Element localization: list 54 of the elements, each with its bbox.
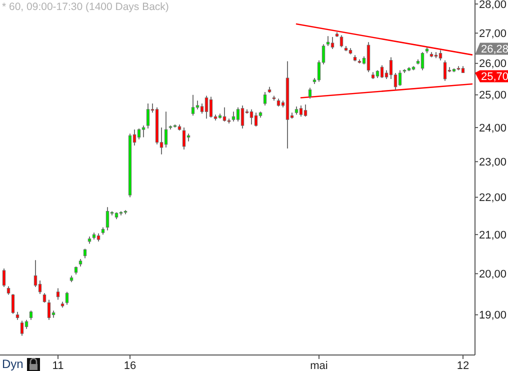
candlestick xyxy=(65,291,69,306)
y-tick-label: 25,00 xyxy=(479,90,507,102)
candlestick xyxy=(398,70,402,86)
candlestick xyxy=(209,96,213,118)
candlestick xyxy=(330,36,334,50)
candlestick xyxy=(20,320,24,336)
chart-title: * 60, 09:00-17:30 (1400 Days Back) xyxy=(2,1,169,13)
candlestick xyxy=(380,64,384,79)
candlestick xyxy=(240,104,244,130)
candlestick xyxy=(326,36,330,47)
y-tick-label: 26,00 xyxy=(479,58,507,70)
candlestick xyxy=(83,248,87,259)
candlestick xyxy=(222,106,226,122)
x-tick-label: mai xyxy=(310,360,328,371)
candlestick xyxy=(11,293,15,314)
candlestick xyxy=(232,111,236,122)
text: Dyn xyxy=(2,357,24,371)
candlestick xyxy=(250,108,254,126)
candlestick xyxy=(106,206,110,231)
candlestick xyxy=(42,292,46,304)
candlestick xyxy=(182,127,186,150)
candlestick xyxy=(191,94,195,116)
candlestick xyxy=(299,104,303,118)
y-tick-label: 27,00 xyxy=(479,28,507,40)
candlestick xyxy=(29,310,33,320)
y-tick-label: 24,00 xyxy=(479,122,507,134)
y-tick-label: 20,00 xyxy=(479,268,507,281)
x-tick-label: 12 xyxy=(456,360,470,371)
data-label: 26,28 xyxy=(481,44,508,56)
y-tick-label: 21,00 xyxy=(479,229,507,242)
candlestick xyxy=(34,260,38,288)
y-tick-label: 23,00 xyxy=(479,156,507,169)
candlestick xyxy=(164,111,168,148)
candlestick xyxy=(340,34,344,48)
candlestick xyxy=(137,128,141,140)
x-tick-label: 11 xyxy=(52,360,64,371)
y-tick-label: 28,00 xyxy=(479,0,507,11)
candlestick xyxy=(254,112,258,128)
candlestick xyxy=(304,104,308,118)
candlestick xyxy=(2,268,6,288)
y-tick-label: 19,00 xyxy=(479,310,507,322)
candlestick xyxy=(142,125,146,138)
candlestick xyxy=(56,288,60,300)
candlestick xyxy=(443,60,447,82)
candlestick xyxy=(263,91,267,106)
text: 25,70 xyxy=(481,71,508,84)
candlestick xyxy=(146,103,150,130)
candlestick xyxy=(308,87,312,100)
candlestick xyxy=(204,95,208,120)
y-tick-label: 22,00 xyxy=(479,192,507,204)
x-tick-label: 16 xyxy=(124,360,136,371)
candlestick xyxy=(420,52,424,71)
candlestick xyxy=(47,299,51,320)
candlestick xyxy=(236,106,240,122)
